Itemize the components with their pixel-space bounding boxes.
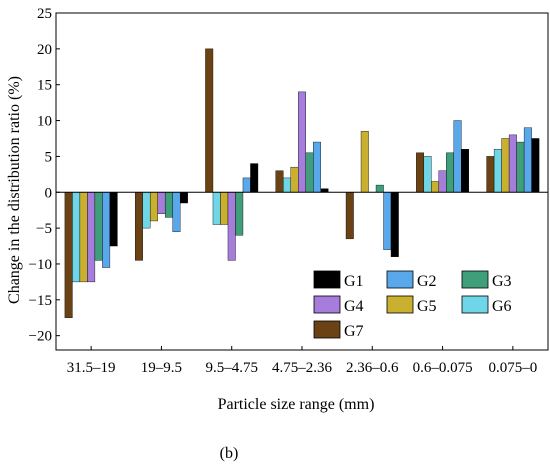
bar-g6-5	[423, 156, 432, 193]
bar-g7-0	[64, 192, 73, 318]
x-tick-label: 0.6–0.075	[413, 360, 473, 376]
y-tick-label: 0	[45, 185, 53, 201]
legend-label-g2: G2	[417, 273, 437, 290]
x-axis-label: Particle size range (mm)	[218, 396, 375, 413]
bar-g7-3	[275, 170, 284, 193]
y-ticks: −20 −15 −10 −5 0 5 10 15 20 25	[29, 6, 60, 345]
bar-g2-3	[313, 141, 321, 193]
x-tick-label: 19–9.5	[141, 360, 182, 376]
bar-g6-2	[212, 192, 221, 225]
bar-g1-0	[109, 192, 118, 247]
legend-swatch-g4	[313, 295, 341, 314]
legend-swatch-g1	[313, 270, 341, 289]
x-tick-label: 31.5–19	[67, 360, 116, 376]
bar-g1-4	[390, 192, 399, 257]
bar-g6-3	[283, 177, 291, 193]
bar-g3-5	[446, 152, 455, 193]
bar-g3-4	[375, 184, 384, 193]
y-tick-label: −20	[29, 329, 52, 345]
y-axis-label: Change in the distribution ratio (%)	[6, 76, 23, 304]
legend-swatch-g5	[386, 295, 414, 314]
legend-swatch-g6	[461, 295, 489, 314]
y-tick-label: 20	[37, 42, 52, 58]
y-tick-label: 10	[37, 114, 52, 130]
bar-g2-5	[453, 120, 462, 193]
bar-g4-3	[298, 91, 306, 193]
bar-g4-1	[157, 192, 166, 214]
y-tick-label: 5	[45, 149, 53, 165]
y-tick-label: −10	[29, 257, 52, 273]
bar-g3-3	[305, 152, 314, 193]
bar-g1-5	[461, 149, 470, 193]
legend-label-g7: G7	[344, 323, 364, 340]
legend-swatch-g7	[313, 320, 341, 339]
x-tick-label: 0.075–0	[488, 360, 537, 376]
bar-g3-0	[94, 192, 103, 261]
legend-label-g5: G5	[417, 298, 437, 315]
bar-g6-0	[72, 192, 81, 283]
x-ticks: 31.5–19 19–9.5 9.5–4.75 4.75–2.36 2.36–0.6 0.…	[67, 346, 537, 376]
bar-g3-1	[164, 192, 173, 218]
bar-g5-2	[220, 192, 229, 225]
x-tick-label: 2.36–0.6	[346, 360, 399, 376]
legend-swatch-g2	[386, 270, 414, 289]
bar-g7-5	[416, 152, 425, 193]
bar-g4-6	[508, 134, 517, 193]
bar-g4-0	[87, 192, 96, 283]
bar-g7-1	[134, 192, 143, 261]
bar-g2-6	[523, 127, 532, 193]
legend-label-g3: G3	[492, 273, 512, 290]
y-tick-label: −5	[36, 221, 52, 237]
bar-g5-0	[79, 192, 88, 283]
bar-g2-1	[172, 192, 181, 232]
bar-g5-5	[431, 181, 440, 193]
legend-label-g6: G6	[492, 298, 512, 315]
bar-g5-3	[290, 166, 299, 193]
bar-g2-4	[383, 192, 392, 250]
bars-group	[64, 48, 540, 318]
legend: G1 G2 G3 G4 G5 G6 G7	[313, 270, 512, 340]
bar-g6-1	[142, 192, 151, 229]
y-tick-label: −15	[29, 293, 52, 309]
bar-g4-2	[227, 192, 236, 261]
bar-g5-4	[360, 131, 369, 193]
bar-g1-2	[250, 163, 259, 193]
x-tick-label: 4.75–2.36	[272, 360, 333, 376]
bar-g2-0	[102, 192, 111, 268]
bar-g7-2	[205, 48, 214, 193]
y-tick-label: 15	[37, 78, 52, 94]
bar-g5-6	[501, 138, 510, 193]
bar-g7-6	[486, 156, 495, 193]
bar-g6-6	[493, 149, 502, 193]
bar-g1-1	[179, 192, 188, 204]
bar-g4-5	[438, 170, 447, 193]
bar-g2-2	[242, 177, 251, 193]
bar-g3-6	[516, 141, 525, 193]
legend-label-g1: G1	[344, 273, 364, 290]
bar-g1-6	[531, 138, 540, 193]
x-tick-label: 9.5–4.75	[205, 360, 258, 376]
bar-g7-4	[345, 192, 354, 240]
legend-swatch-g3	[461, 270, 489, 289]
legend-label-g4: G4	[344, 298, 364, 315]
bar-g1-3	[320, 188, 329, 193]
panel-label: (b)	[220, 445, 239, 462]
bar-g5-1	[149, 192, 158, 222]
y-tick-label: 25	[37, 6, 52, 22]
bar-g3-2	[235, 192, 244, 236]
